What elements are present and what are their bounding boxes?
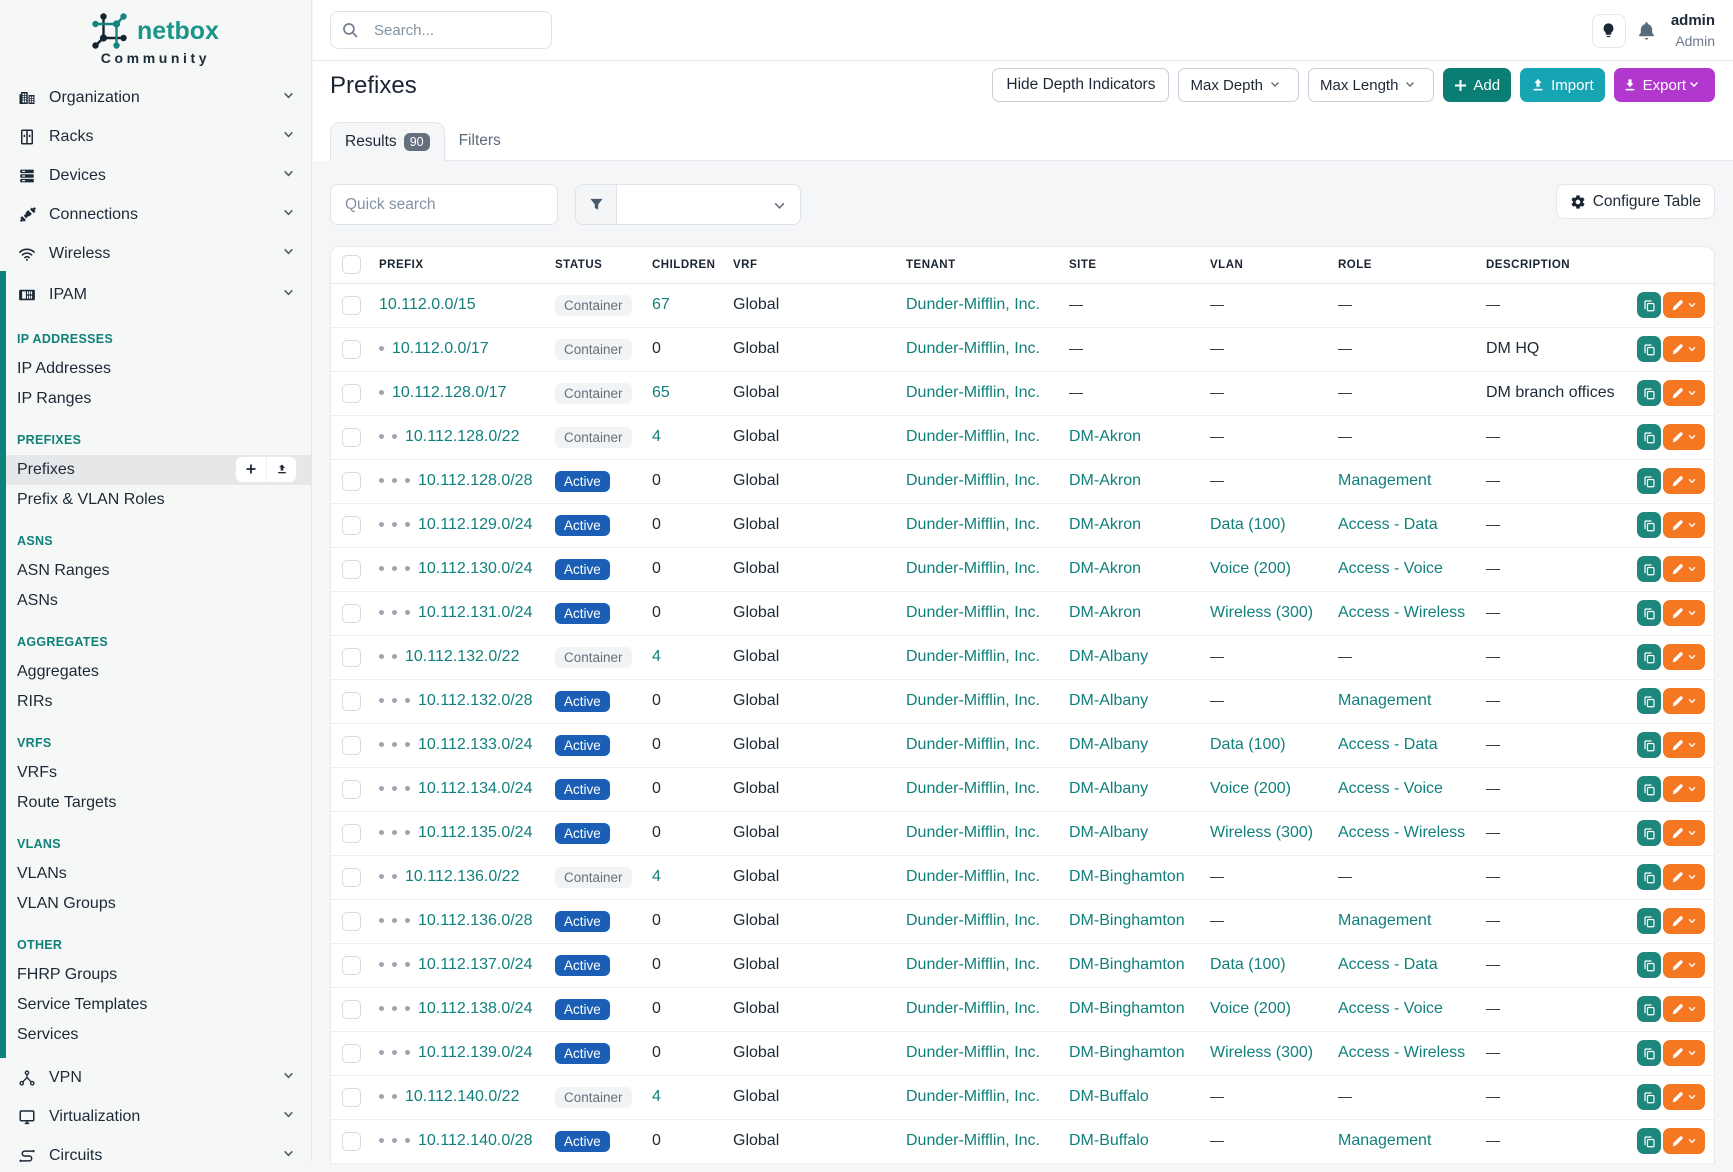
svg-text:1: 1 [22, 292, 26, 299]
